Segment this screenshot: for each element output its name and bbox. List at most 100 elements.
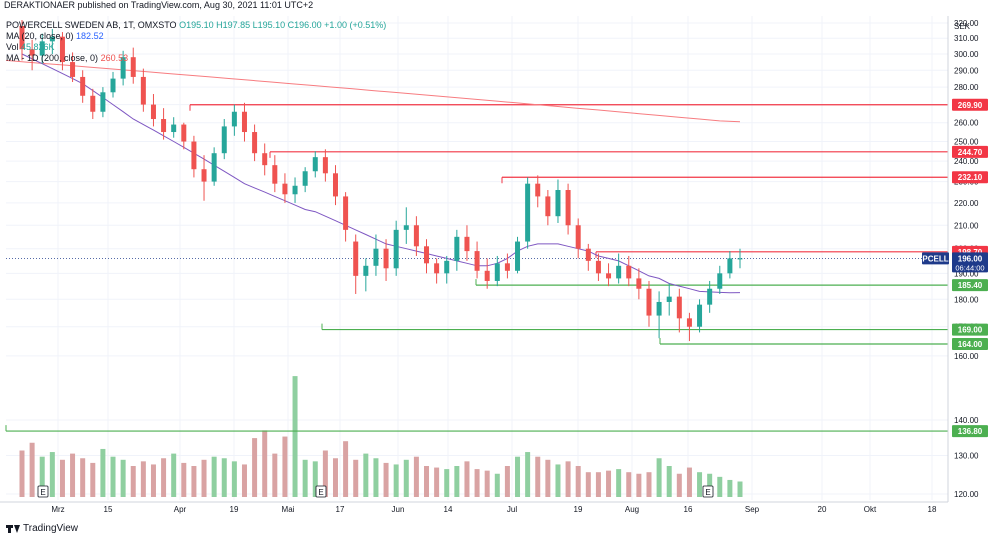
candle	[201, 155, 207, 201]
volume-bar	[282, 436, 288, 497]
candle-body	[332, 173, 338, 197]
volume-bar	[343, 441, 349, 497]
candle-body	[707, 288, 713, 305]
candle	[707, 280, 713, 313]
level-badge: 269.90	[952, 98, 988, 111]
candle-body	[434, 263, 440, 274]
x-tick-label: Jun	[392, 505, 405, 514]
volume-bar	[100, 448, 106, 497]
candle	[161, 108, 167, 140]
candle-body	[80, 76, 86, 96]
candle	[39, 33, 45, 64]
volume-bar	[201, 459, 207, 497]
tradingview-logo[interactable]: TradingView	[6, 523, 78, 534]
candle	[494, 255, 500, 287]
price-badge-label: 196.00	[958, 254, 983, 263]
legend-ma200: MA - 1D (200, close, 0) 260.53	[6, 53, 129, 63]
x-tick-label: Okt	[864, 505, 877, 514]
candle	[666, 283, 672, 316]
volume-bar	[150, 464, 156, 497]
volume-bar	[717, 476, 723, 497]
level-badge: 164.00	[952, 337, 988, 350]
level-badge-box	[952, 98, 988, 111]
volume-bar	[302, 459, 308, 497]
volume-bar	[464, 461, 470, 497]
candle-body	[39, 41, 45, 56]
candle-body	[727, 258, 733, 274]
volume-bar	[484, 470, 490, 497]
candle-body	[70, 62, 76, 77]
earnings-marker-label: E	[40, 488, 45, 497]
candle	[697, 299, 703, 333]
legend-symbol: POWERCELL SWEDEN AB, 1T, OMXSTO O195.10 …	[6, 20, 387, 30]
y-tick-label: 300.00	[954, 50, 979, 59]
candle	[636, 268, 642, 300]
tradingview-icon	[6, 524, 20, 533]
candle	[434, 258, 440, 284]
candle	[80, 70, 86, 103]
legend-volume: Vol 45.826K	[6, 42, 55, 52]
earnings-marker: E	[702, 485, 714, 498]
volume-bar	[383, 462, 389, 497]
candle	[373, 234, 379, 276]
volume-bar	[636, 473, 642, 497]
candle-body	[353, 241, 359, 276]
candle	[312, 151, 318, 178]
volume-bar	[525, 452, 531, 497]
earnings-marker-label: E	[705, 488, 710, 497]
earnings-marker-box	[315, 485, 327, 498]
volume-bar	[70, 453, 76, 497]
candle	[19, 20, 25, 61]
volume-bar	[241, 464, 247, 497]
candle	[555, 179, 561, 223]
candle	[272, 155, 278, 193]
candle-body	[484, 270, 490, 281]
candle	[181, 122, 187, 150]
candle-body	[737, 258, 743, 260]
candle	[110, 71, 116, 98]
candle	[282, 173, 288, 203]
candle-body	[464, 236, 470, 252]
earnings-marker-label: E	[318, 488, 323, 497]
candle-body	[322, 157, 328, 174]
volume-bar	[171, 453, 177, 497]
legend-ma20: MA (20, close, 0) 182.52	[6, 31, 104, 41]
level-badge-label: 244.70	[958, 148, 983, 157]
candle-body	[383, 248, 389, 269]
candle	[322, 149, 328, 182]
published-line: DERAKTIONAER published on TradingView.co…	[4, 0, 314, 10]
level-badge: 136.80	[952, 425, 988, 438]
level-badge-label: 232.10	[958, 173, 983, 182]
candle-body	[100, 92, 106, 112]
volume-bar	[393, 464, 399, 497]
candle-body	[717, 273, 723, 289]
candle-body	[545, 196, 551, 217]
volume-bar	[181, 462, 187, 497]
candle	[525, 177, 531, 249]
candle	[383, 239, 389, 281]
volume-bar	[585, 472, 591, 497]
ma20-line	[21, 53, 741, 294]
level-badge-box	[952, 279, 988, 292]
volume-bar	[707, 473, 713, 497]
volume-bar	[292, 376, 298, 497]
volume-bar	[363, 453, 369, 497]
candle	[211, 147, 217, 186]
volume-bar	[403, 459, 409, 497]
brand-label: TradingView	[23, 523, 79, 534]
candle-body	[413, 225, 419, 247]
candle-body	[171, 124, 177, 133]
candle-body	[474, 251, 480, 271]
volume-bar	[231, 461, 237, 497]
candle-body	[616, 265, 622, 279]
candle	[484, 258, 490, 289]
level-badge-box	[952, 145, 988, 158]
candle-body	[535, 183, 541, 197]
candle-body	[373, 248, 379, 266]
candle-body	[636, 278, 642, 289]
volume-bar	[373, 458, 379, 497]
volume-bar	[626, 472, 632, 497]
volume-bar	[454, 466, 460, 497]
